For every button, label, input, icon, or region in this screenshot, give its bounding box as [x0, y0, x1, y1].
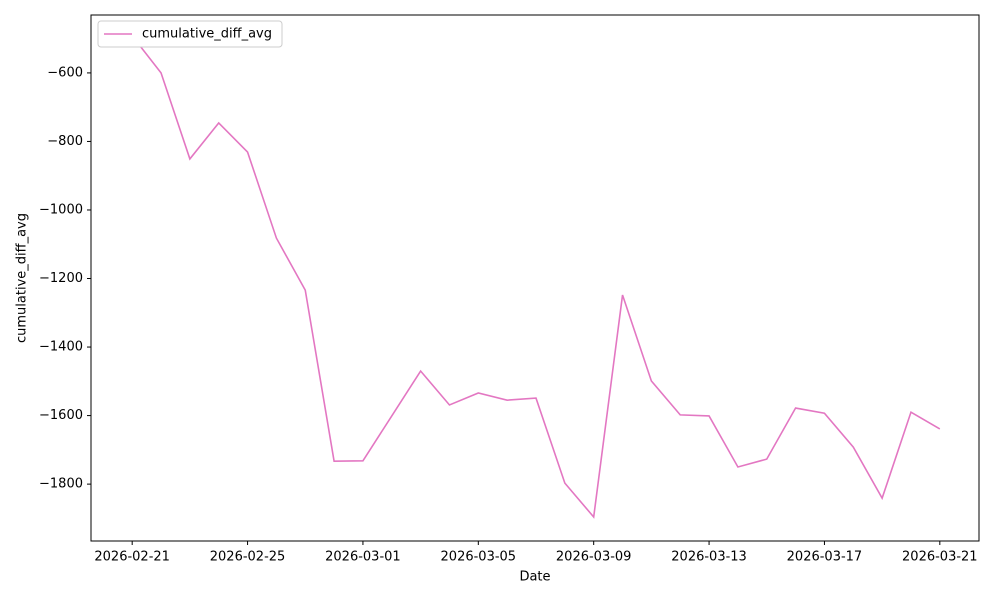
- x-tick-label: 2026-03-21: [902, 550, 978, 565]
- x-tick-label: 2026-02-25: [210, 550, 286, 565]
- x-tick-label: 2026-03-17: [787, 550, 863, 565]
- plot-frame: [90, 14, 980, 542]
- line: [131, 35, 941, 519]
- y-tick-label: −1000: [39, 202, 83, 217]
- legend-label: cumulative_diff_avg: [142, 27, 272, 42]
- x-tick-label: 2026-03-09: [556, 550, 632, 565]
- y-axis-label: cumulative_diff_avg: [15, 213, 30, 343]
- x-tick-label: 2026-02-21: [94, 550, 170, 565]
- legend: [97, 20, 283, 48]
- y-tick-label: −1800: [39, 477, 83, 492]
- x-tick-label: 2026-03-13: [671, 550, 747, 565]
- x-tick-label: 2026-03-05: [441, 550, 517, 565]
- y-tick-label: −1400: [39, 340, 83, 355]
- y-tick-label: −800: [47, 134, 83, 149]
- x-tick-label: 2026-03-01: [325, 550, 401, 565]
- y-tick-label: −1600: [39, 408, 83, 423]
- y-tick-label: −1200: [39, 271, 83, 286]
- x-axis-label: Date: [519, 570, 550, 585]
- y-tick-label: −600: [47, 65, 83, 80]
